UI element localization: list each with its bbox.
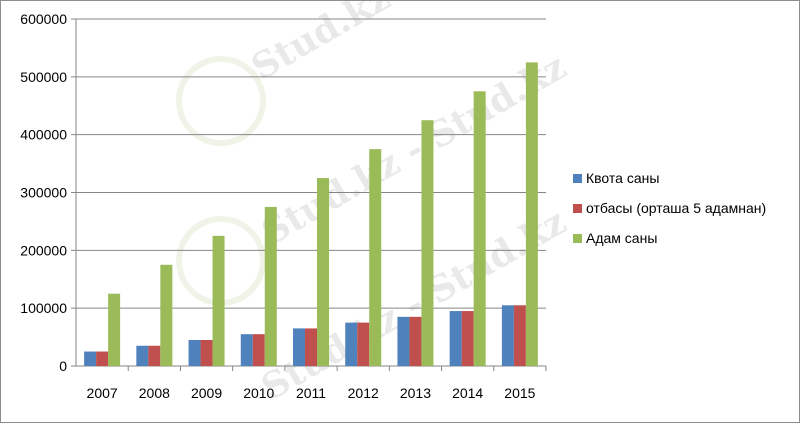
bar-3	[369, 149, 382, 366]
legend-swatch-3	[573, 234, 582, 243]
legend-label-3: Адам саны	[586, 230, 657, 246]
x-tick-label: 2010	[243, 385, 274, 401]
y-tick-label: 400000	[20, 127, 67, 143]
bar-2	[461, 311, 474, 366]
legend-swatch-1	[573, 174, 582, 183]
bar-1	[345, 322, 358, 366]
bar-2	[305, 328, 317, 366]
y-tick-label: 500000	[20, 69, 67, 85]
bar-1	[501, 305, 514, 366]
x-tick-label: 2007	[87, 385, 118, 401]
bar-1	[240, 334, 253, 366]
bar-1	[84, 351, 97, 366]
gridlines	[76, 18, 546, 309]
bar-2	[200, 339, 213, 366]
watermark-logo-icon	[176, 56, 266, 146]
bar-3	[212, 235, 225, 366]
y-axis-ticks: 0 100000 200000 300000 400000 500000 600000	[20, 11, 76, 374]
legend: Квота саны отбасы (орташа 5 адамнан) Адам …	[573, 170, 766, 246]
x-tick-label: 2013	[400, 385, 431, 401]
bar-1	[397, 316, 410, 366]
bar-2	[357, 322, 370, 366]
x-tick-label: 2012	[348, 385, 379, 401]
x-tick-label: 2014	[452, 385, 483, 401]
bar-3	[108, 293, 121, 366]
y-tick-label: 600000	[20, 11, 67, 27]
legend-label-1: Квота саны	[586, 170, 659, 186]
bar-1	[188, 339, 201, 366]
legend-swatch-2	[573, 204, 582, 213]
bar-3	[421, 120, 434, 366]
x-tick-label: 2011	[296, 385, 326, 401]
bar-series	[84, 62, 538, 367]
x-tick-label: 2008	[139, 385, 170, 401]
y-tick-label: 300000	[20, 185, 67, 201]
legend-label-2: отбасы (орташа 5 адамнан)	[586, 200, 766, 216]
bar-2	[148, 345, 161, 366]
bar-2	[513, 305, 526, 366]
bar-2	[96, 351, 109, 366]
bar-1	[449, 311, 462, 366]
x-axis-ticks: 2007 2008 2009 2010 2011 2012 2013 2014 2015	[87, 366, 547, 401]
x-tick-label: 2009	[191, 385, 222, 401]
bar-1	[136, 345, 149, 366]
y-tick-label: 100000	[20, 300, 67, 316]
bar-3	[317, 178, 329, 366]
y-tick-label: 0	[59, 358, 67, 374]
bar-1	[293, 328, 305, 366]
bar-2	[252, 334, 265, 366]
bar-3	[264, 206, 277, 366]
y-tick-label: 200000	[20, 242, 67, 258]
bar-3	[160, 264, 173, 366]
bar-3	[525, 62, 538, 366]
x-tick-label: 2015	[504, 385, 535, 401]
bar-2	[409, 316, 422, 366]
bar-3	[473, 91, 486, 367]
